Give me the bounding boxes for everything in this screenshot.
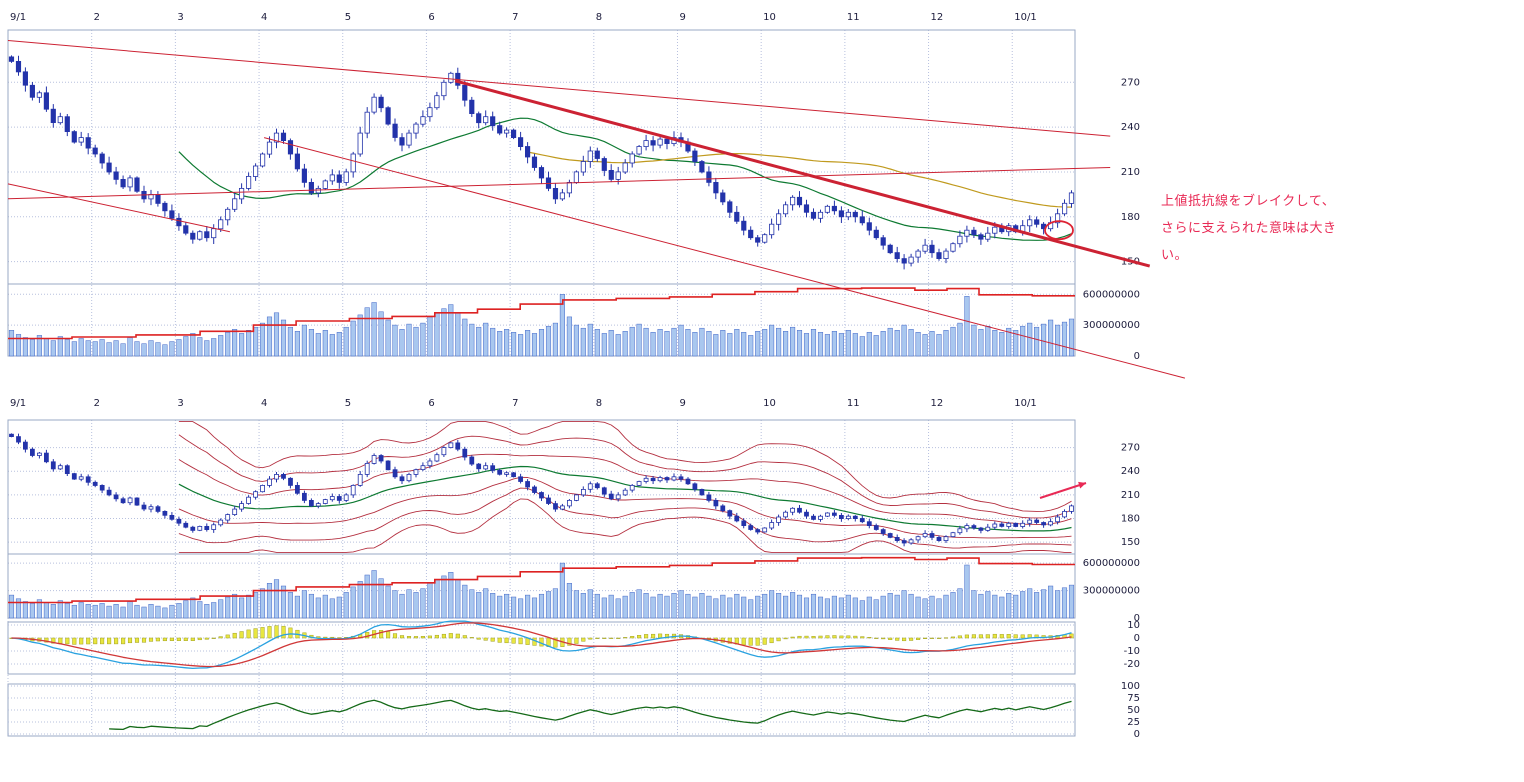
right-axis-labels: 270 240 210 180 150 600000000 300000000 0 bbox=[1083, 443, 1140, 624]
trendlines bbox=[7, 40, 1186, 379]
svg-text:9: 9 bbox=[679, 12, 685, 23]
svg-text:240: 240 bbox=[1121, 122, 1140, 133]
svg-text:9/1: 9/1 bbox=[10, 12, 26, 23]
svg-text:600000000: 600000000 bbox=[1083, 289, 1140, 300]
svg-text:8: 8 bbox=[596, 12, 602, 23]
annotation-line: さらに支えられた意味は大き bbox=[1161, 221, 1337, 236]
svg-text:240: 240 bbox=[1121, 466, 1140, 477]
svg-text:0: 0 bbox=[1134, 633, 1140, 644]
svg-text:11: 11 bbox=[847, 398, 860, 409]
svg-text:4: 4 bbox=[261, 12, 267, 23]
svg-text:3: 3 bbox=[177, 398, 183, 409]
macd-lines bbox=[11, 620, 1072, 670]
gridlines bbox=[7, 30, 1075, 356]
annotation-line: い。 bbox=[1161, 248, 1189, 263]
month-axis-labels: 9/1 2 3 4 5 6 7 8 9 10 11 12 10/1 bbox=[10, 12, 1037, 23]
svg-text:210: 210 bbox=[1121, 167, 1140, 178]
svg-text:75: 75 bbox=[1127, 693, 1140, 704]
svg-text:12: 12 bbox=[931, 398, 944, 409]
volume-overlay-line bbox=[8, 287, 1075, 340]
svg-text:180: 180 bbox=[1121, 514, 1140, 525]
svg-text:7: 7 bbox=[512, 398, 518, 409]
upper-chart-annotation: 上値抵抗線をブレイクして、 さらに支えられた意味は大き い。 bbox=[1161, 188, 1337, 269]
upper-daily-chart-card: 9/12345678910111210/12702402101801506000… bbox=[0, 4, 1336, 392]
svg-text:10: 10 bbox=[763, 12, 776, 23]
svg-text:7: 7 bbox=[512, 12, 518, 23]
candlesticks bbox=[8, 55, 1075, 270]
svg-text:11: 11 bbox=[847, 12, 860, 23]
svg-text:180: 180 bbox=[1121, 212, 1140, 223]
svg-text:8: 8 bbox=[596, 398, 602, 409]
svg-text:0: 0 bbox=[1134, 729, 1140, 740]
svg-text:50: 50 bbox=[1127, 705, 1140, 716]
bollinger-bands bbox=[178, 421, 1072, 553]
month-axis-labels: 9/1 2 3 4 5 6 7 8 9 10 11 12 10/1 bbox=[10, 398, 1037, 409]
macd-histogram bbox=[9, 625, 1074, 648]
svg-text:5: 5 bbox=[345, 12, 351, 23]
svg-text:9/1: 9/1 bbox=[10, 398, 26, 409]
trend-arrow bbox=[1039, 481, 1087, 499]
moving-averages bbox=[178, 117, 1072, 241]
lower-chart-canvas: 9/1 2 3 4 5 6 7 8 9 10 11 12 10/1 270 240 210 180 150 6000… bbox=[7, 398, 1140, 740]
svg-text:6: 6 bbox=[428, 398, 434, 409]
svg-text:210: 210 bbox=[1121, 490, 1140, 501]
svg-text:9: 9 bbox=[679, 398, 685, 409]
svg-text:2: 2 bbox=[94, 398, 100, 409]
svg-text:10: 10 bbox=[763, 398, 776, 409]
breakout-circle bbox=[1044, 220, 1074, 241]
svg-text:600000000: 600000000 bbox=[1083, 558, 1140, 569]
svg-text:270: 270 bbox=[1121, 443, 1140, 454]
rsi-line bbox=[109, 699, 1072, 731]
upper-chart-canvas: 9/12345678910111210/12702402101801506000… bbox=[7, 12, 1186, 379]
macd-panel: 10 0 -10 -20 bbox=[7, 620, 1140, 675]
candlesticks bbox=[9, 433, 1074, 547]
svg-text:0: 0 bbox=[1134, 613, 1140, 624]
volume-bars bbox=[8, 294, 1075, 357]
svg-text:10/1: 10/1 bbox=[1014, 12, 1036, 23]
volume-overlay-line bbox=[8, 556, 1075, 604]
gridlines bbox=[7, 420, 1075, 734]
svg-text:10/1: 10/1 bbox=[1014, 398, 1036, 409]
svg-text:270: 270 bbox=[1121, 77, 1140, 88]
svg-text:300000000: 300000000 bbox=[1083, 586, 1140, 597]
svg-text:300000000: 300000000 bbox=[1083, 320, 1140, 331]
svg-text:-10: -10 bbox=[1124, 646, 1140, 657]
svg-text:10: 10 bbox=[1127, 620, 1140, 631]
svg-text:12: 12 bbox=[931, 12, 944, 23]
svg-text:4: 4 bbox=[261, 398, 267, 409]
svg-text:6: 6 bbox=[428, 12, 434, 23]
svg-text:0: 0 bbox=[1134, 351, 1140, 362]
svg-text:3: 3 bbox=[177, 12, 183, 23]
svg-text:-20: -20 bbox=[1124, 659, 1140, 670]
svg-text:2: 2 bbox=[94, 12, 100, 23]
annotation-line: 上値抵抗線をブレイクして、 bbox=[1161, 194, 1336, 209]
svg-text:150: 150 bbox=[1121, 537, 1140, 548]
svg-text:5: 5 bbox=[345, 398, 351, 409]
lower-bollinger-chart-card: 9/1 2 3 4 5 6 7 8 9 10 11 12 10/1 270 240 210 180 150 6000… bbox=[0, 392, 1250, 760]
volume-bars bbox=[8, 562, 1075, 619]
svg-text:100: 100 bbox=[1121, 681, 1140, 692]
svg-text:25: 25 bbox=[1127, 717, 1140, 728]
